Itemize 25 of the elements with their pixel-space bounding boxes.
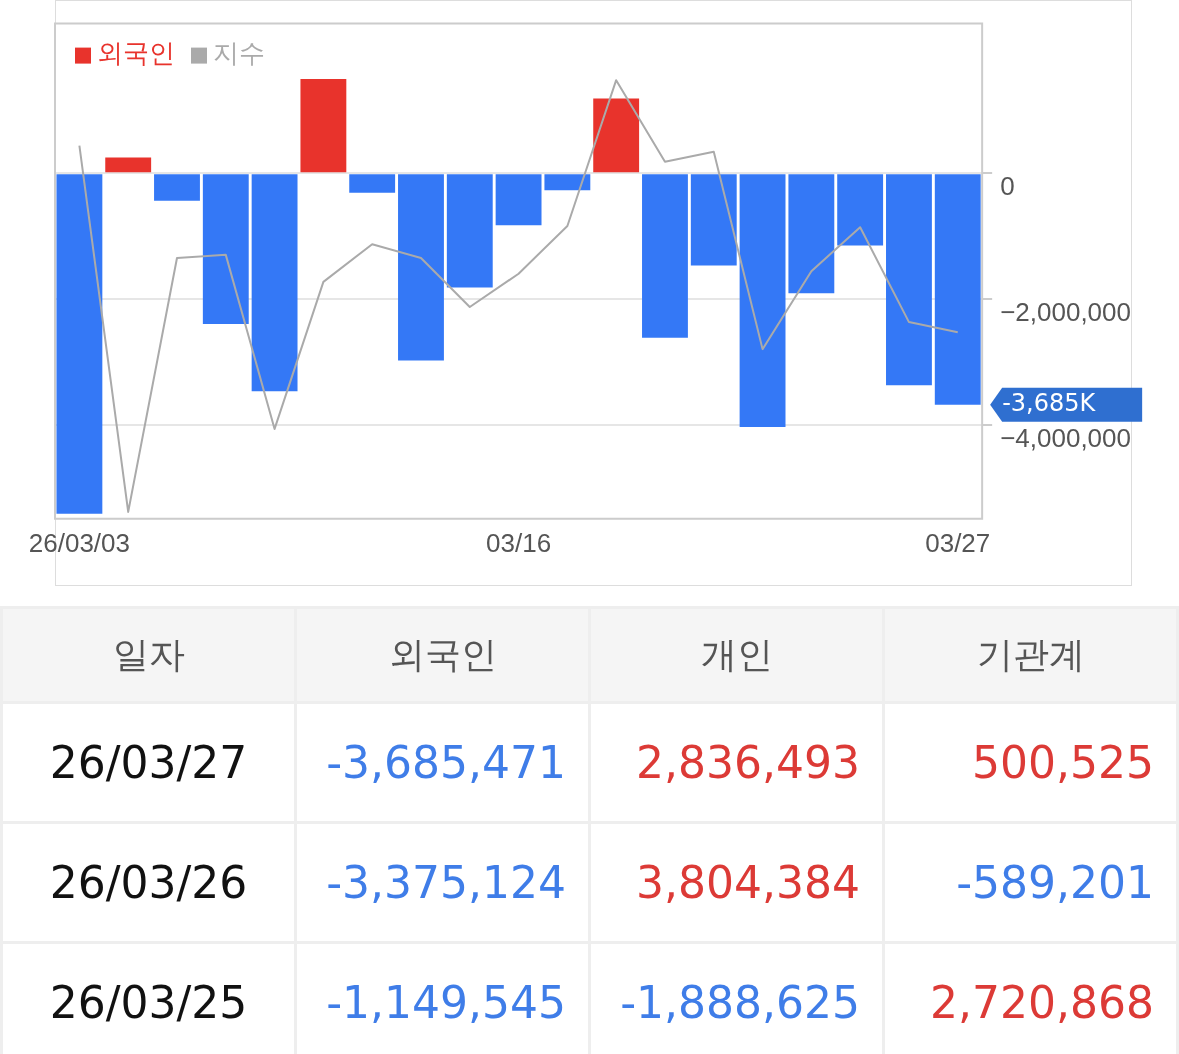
category-label: 26/03/26 [49, 857, 248, 908]
text: -3,685,471 [326, 737, 566, 788]
text: -3,685K [1002, 389, 1097, 417]
x-tick-label: 03/16 [486, 527, 552, 558]
text: 2,836,493 [636, 737, 860, 788]
text: 500,525 [972, 737, 1154, 788]
y-tick-label: −2,000,000 [1000, 297, 1132, 328]
x-tick-label: 03/27 [925, 527, 991, 558]
x-tick-label: 26/03/03 [28, 527, 131, 558]
category-label: 일자 [1, 607, 296, 703]
y-tick-label: 0 [1000, 171, 1015, 202]
y-tick-label: −4,000,000 [1000, 422, 1132, 453]
legend-label: 지수 [213, 38, 265, 69]
text: 2,720,868 [930, 977, 1154, 1028]
category-label: 26/03/27 [49, 737, 248, 788]
category-label: 26/03/25 [49, 977, 248, 1028]
legend-label: 외국인 [97, 38, 175, 69]
text: 3,804,384 [636, 857, 860, 908]
category-label: 외국인 [295, 607, 590, 703]
text: -589,201 [956, 857, 1154, 908]
category-label: 기관계 [883, 607, 1178, 703]
category-label: 개인 [589, 607, 884, 703]
text: -1,149,545 [326, 977, 566, 1028]
text: -1,888,625 [620, 977, 860, 1028]
text: -3,375,124 [326, 857, 566, 908]
